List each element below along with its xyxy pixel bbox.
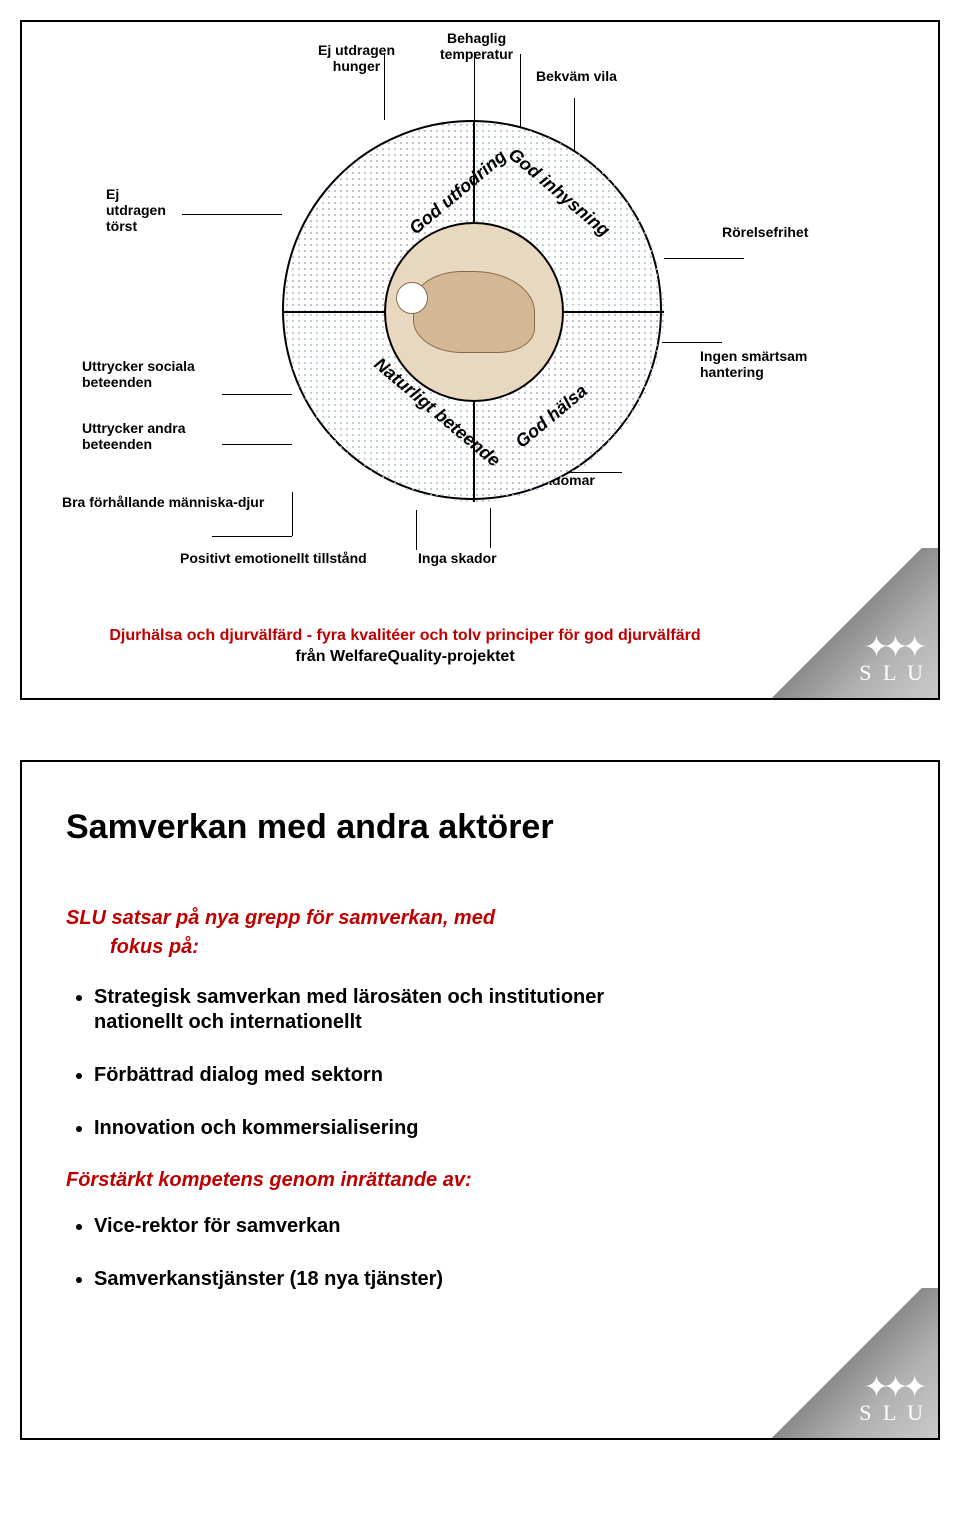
slide-diagram: Ej utdragenhunger Behagligtemperatur Bek… bbox=[20, 20, 940, 700]
list-item: Innovation och kommersialisering bbox=[94, 1116, 654, 1141]
criterion-no-injury: Inga skador bbox=[418, 550, 497, 566]
criterion-human-animal: Bra förhållande människa-djur bbox=[62, 494, 264, 510]
criterion-temp: Behagligtemperatur bbox=[440, 30, 513, 62]
welfare-diagram: Ej utdragenhunger Behagligtemperatur Bek… bbox=[22, 22, 938, 698]
leader-line bbox=[182, 214, 282, 215]
quality-circle: God utfodring God inhysning God hälsa Na… bbox=[282, 120, 662, 500]
slu-glyph-icon: ✦✦✦ bbox=[859, 1376, 926, 1400]
criterion-emotional: Positivt emotionellt tillstånd bbox=[180, 550, 367, 566]
diagram-caption: Djurhälsa och djurvälfärd - fyra kvalité… bbox=[52, 625, 758, 668]
slide2-subhead: Förstärkt kompetens genom inrättande av: bbox=[66, 1169, 894, 1192]
leader-line bbox=[490, 508, 491, 548]
leader-line bbox=[384, 54, 385, 120]
list-item: Vice-rektor för samverkan bbox=[94, 1214, 654, 1239]
slu-glyph-icon: ✦✦✦ bbox=[859, 636, 926, 660]
list-item: Strategisk samverkan med lärosäten och i… bbox=[94, 985, 654, 1035]
bullet-list-b: Vice-rektor för samverkan Samverkanstjän… bbox=[66, 1214, 894, 1292]
bullet-list-a: Strategisk samverkan med lärosäten och i… bbox=[66, 985, 894, 1141]
slide2-title: Samverkan med andra aktörer bbox=[66, 808, 894, 847]
slu-badge: ✦✦✦ S L U bbox=[768, 1288, 938, 1438]
slide2-lead-sub: fokus på: bbox=[110, 936, 894, 959]
slu-badge: ✦✦✦ S L U bbox=[768, 548, 938, 698]
outer-ring: God utfodring God inhysning God hälsa Na… bbox=[282, 120, 662, 500]
criterion-social: Uttrycker socialabeteenden bbox=[82, 358, 195, 390]
leader-line bbox=[474, 52, 475, 120]
slu-logo: ✦✦✦ S L U bbox=[859, 1376, 926, 1426]
caption-line2: från WelfareQuality-projektet bbox=[295, 648, 514, 665]
list-item: Samverkanstjänster (18 nya tjänster) bbox=[94, 1267, 654, 1292]
slide-samverkan: Samverkan med andra aktörer SLU satsar p… bbox=[20, 760, 940, 1440]
leader-line bbox=[664, 258, 744, 259]
criterion-movement: Rörelsefrihet bbox=[722, 224, 808, 240]
list-item: Förbättrad dialog med sektorn bbox=[94, 1063, 654, 1088]
caption-line1: Djurhälsa och djurvälfärd - fyra kvalité… bbox=[109, 627, 700, 644]
cow-icon bbox=[413, 271, 535, 353]
leader-line bbox=[212, 536, 292, 537]
slu-text: S L U bbox=[859, 1400, 926, 1425]
criterion-no-pain: Ingen smärtsamhantering bbox=[700, 348, 807, 380]
criterion-rest: Bekväm vila bbox=[536, 68, 617, 84]
leader-line bbox=[662, 342, 722, 343]
slide2-lead: SLU satsar på nya grepp för samverkan, m… bbox=[66, 907, 894, 930]
criterion-no-thirst: Ejutdragentörst bbox=[106, 186, 166, 234]
center-image bbox=[384, 222, 564, 402]
criterion-other-behav: Uttrycker andrabeteenden bbox=[82, 420, 186, 452]
slu-text: S L U bbox=[859, 660, 926, 685]
slu-logo: ✦✦✦ S L U bbox=[859, 636, 926, 686]
leader-line bbox=[416, 510, 417, 550]
